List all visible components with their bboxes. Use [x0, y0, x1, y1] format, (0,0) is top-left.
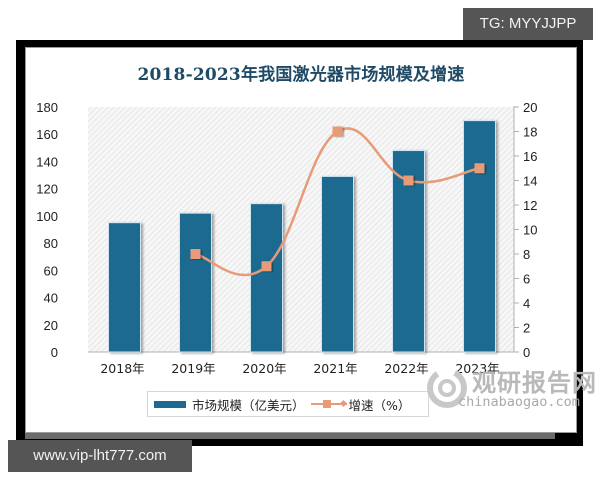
- top-right-tag: TG: MYYJJPP: [463, 8, 593, 40]
- x-tick-label: 2019年: [171, 361, 215, 376]
- right-y-tick-label: 10: [523, 223, 537, 238]
- legend-line-swatch: [310, 399, 347, 409]
- left-y-axis-ticks: 0 20 40 60 80 100 120 140 160 180: [36, 100, 58, 360]
- right-y-tick-label: 4: [523, 296, 530, 311]
- right-y-tick-label: 6: [523, 272, 530, 287]
- left-y-tick-label: 20: [44, 318, 58, 333]
- legend-bar-label: 市场规模（亿美元）: [192, 397, 305, 413]
- left-y-tick-label: 100: [36, 209, 58, 224]
- x-tick-label: 2022年: [384, 361, 428, 376]
- right-y-tick-label: 0: [523, 345, 530, 360]
- frame-shadow: [25, 433, 555, 439]
- bar-series-market-size: [108, 120, 496, 353]
- line-marker: [474, 163, 485, 174]
- right-y-tick-label: 8: [523, 247, 530, 262]
- bar: [321, 175, 354, 353]
- line-marker: [190, 249, 201, 259]
- legend-line-label: 增速（%）: [348, 397, 411, 413]
- bar: [463, 120, 496, 353]
- right-y-tick-label: 18: [523, 125, 537, 140]
- bar: [250, 203, 283, 353]
- x-tick-label: 2020年: [242, 361, 286, 376]
- left-y-tick-label: 40: [44, 291, 58, 306]
- chart-title: 2018-2023年我国激光器市场规模及增速: [137, 65, 465, 85]
- left-y-tick-label: 60: [44, 263, 58, 278]
- right-y-tick-label: 12: [523, 198, 537, 213]
- left-y-tick-label: 80: [44, 236, 58, 251]
- right-y-tick-label: 20: [523, 100, 537, 115]
- bottom-left-url-tag: www.vip-lht777.com: [8, 440, 192, 472]
- line-series-growth-rate: [190, 126, 485, 277]
- left-y-tick-label: 180: [36, 100, 58, 115]
- right-y-tick-label: 16: [523, 149, 537, 164]
- x-tick-label: 2018年: [100, 361, 144, 376]
- bar: [108, 222, 141, 353]
- bar: [179, 212, 212, 353]
- x-axis-ticks: 2018年 2019年 2020年 2021年 2022年 2023年: [100, 361, 499, 376]
- chart-legend: 市场规模（亿美元） 增速（%）: [147, 391, 429, 417]
- watermark-text-en: chinabaogao.com: [458, 394, 580, 410]
- legend-bar-swatch: [154, 400, 186, 408]
- watermark-logo-icon: [427, 368, 467, 408]
- plot-area: [88, 107, 514, 352]
- line-marker: [403, 175, 414, 186]
- watermark-text-cn: 观研报告网: [472, 369, 597, 397]
- left-y-tick-label: 140: [36, 154, 58, 169]
- right-y-tick-label: 14: [523, 174, 537, 189]
- right-y-axis-ticks: 0 2 4 6 8 10 12 14 16 18 20: [514, 100, 537, 360]
- right-y-tick-label: 2: [523, 321, 530, 336]
- x-tick-label: 2021年: [313, 361, 357, 376]
- line-marker: [332, 126, 343, 137]
- left-y-tick-label: 0: [51, 345, 58, 360]
- left-y-tick-label: 120: [36, 182, 58, 197]
- line-marker: [261, 261, 272, 272]
- x-tick-label: 2023年: [455, 361, 499, 376]
- left-y-tick-label: 160: [36, 127, 58, 142]
